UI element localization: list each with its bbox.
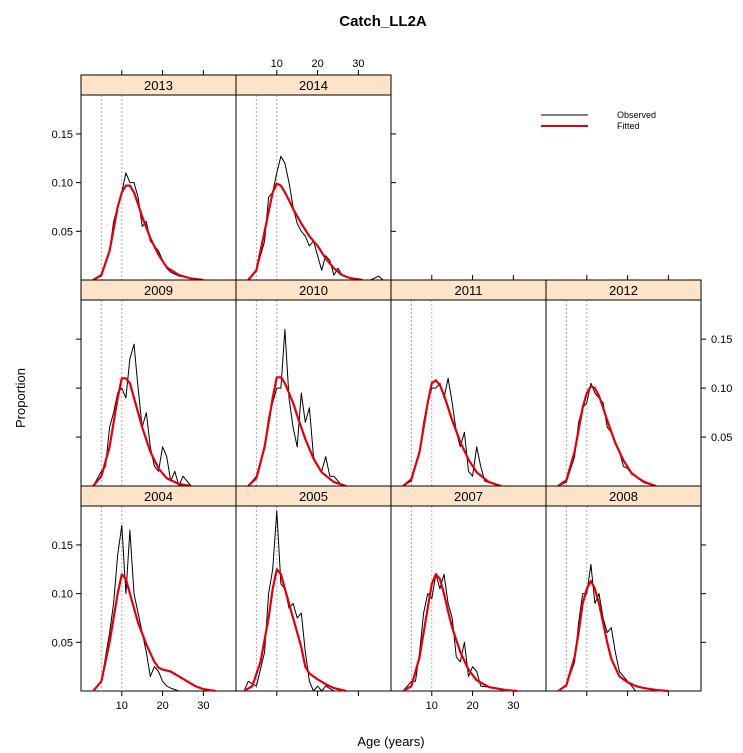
fitted-series-line <box>557 385 657 488</box>
fitted-series-line <box>243 568 347 693</box>
panel-2004: 2004 <box>80 485 237 693</box>
y-tick-label: 0.05 <box>52 637 73 649</box>
fitted-series-line <box>92 573 216 693</box>
panel-strip-label: 2013 <box>144 78 173 93</box>
x-axis-title: Age (years) <box>357 734 424 749</box>
observed-series-line <box>92 525 196 692</box>
panel-frame <box>390 299 547 487</box>
panel-2009: 2009 <box>80 279 237 488</box>
fitted-series-line <box>402 379 502 488</box>
panel-2008: 2008 <box>545 485 702 693</box>
legend-observed-label: Observed <box>617 110 656 120</box>
x-tick-label: 20 <box>156 700 168 712</box>
y-tick-label: 0.15 <box>52 540 73 552</box>
fitted-series-line <box>247 376 347 488</box>
y-tick-label: 0.15 <box>711 334 732 346</box>
y-axis-title: Proportion <box>13 368 28 428</box>
y-tick-label: 0.10 <box>52 178 73 190</box>
fitted-series-line <box>92 184 204 282</box>
panel-frame <box>545 505 702 692</box>
panel-strip-label: 2011 <box>455 283 483 298</box>
y-tick-label: 0.15 <box>52 129 73 141</box>
x-tick-label: 20 <box>311 58 323 70</box>
legend-fitted-label: Fitted <box>617 121 640 131</box>
fitted-series-line <box>557 579 669 693</box>
panel-strip-label: 2008 <box>609 489 638 504</box>
panel-strip-label: 2007 <box>454 489 483 504</box>
panel-strip-label: 2005 <box>299 489 328 504</box>
observed-series-line <box>402 573 514 692</box>
y-tick-label: 0.05 <box>711 432 732 444</box>
x-tick-label: 10 <box>116 700 128 712</box>
panel-frame <box>545 299 702 487</box>
chart-title: Catch_LL2A <box>339 13 427 30</box>
panel-strip <box>235 74 392 96</box>
fitted-series-line <box>92 377 192 488</box>
panel-2005: 2005 <box>235 485 392 693</box>
panel-strip-label: 2010 <box>299 283 328 298</box>
panel-2013: 2013 <box>80 74 237 282</box>
x-tick-label: 10 <box>426 700 438 712</box>
panel-frame <box>80 94 237 281</box>
panel-strip-label: 2014 <box>299 78 328 93</box>
panel-strip <box>545 485 702 507</box>
panel-frame <box>390 505 547 692</box>
fitted-series-line <box>402 573 518 693</box>
fitted-series-line <box>247 182 363 282</box>
panel-strip <box>545 279 702 301</box>
panel-strip-label: 2004 <box>144 489 173 504</box>
panel-2010: 2010 <box>235 279 392 488</box>
panel-strip-label: 2009 <box>144 283 173 298</box>
x-tick-label: 30 <box>507 700 519 712</box>
panel-strip-label: 2012 <box>609 283 638 298</box>
panel-2007: 2007 <box>390 485 547 693</box>
x-tick-label: 10 <box>271 58 283 70</box>
panel-frame <box>80 299 237 487</box>
x-tick-label: 30 <box>352 58 364 70</box>
y-tick-label: 0.10 <box>711 383 732 395</box>
y-tick-label: 0.05 <box>52 226 73 238</box>
panel-2014: 2014 <box>235 74 392 282</box>
panel-2012: 2012 <box>545 279 702 488</box>
y-tick-label: 0.10 <box>52 589 73 601</box>
x-tick-label: 30 <box>197 700 209 712</box>
observed-series-line <box>243 510 335 692</box>
x-tick-label: 20 <box>466 700 478 712</box>
panel-2011: 2011 <box>390 279 547 488</box>
legend: Observed Fitted <box>541 110 656 131</box>
